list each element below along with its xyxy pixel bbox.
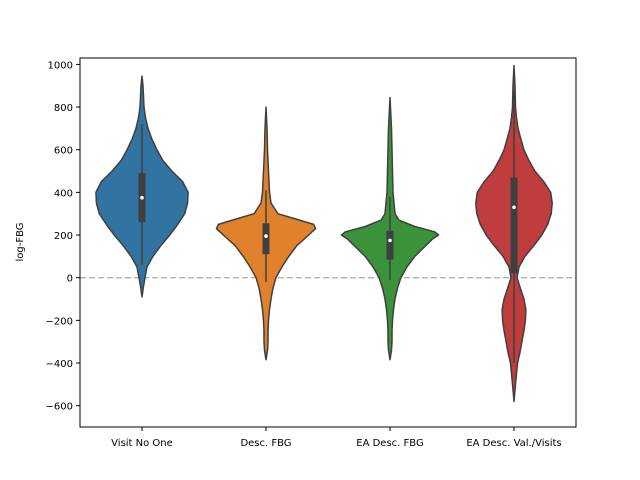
violin-group-ea-desc-val-visits [475, 64, 553, 403]
y-tick-label: 0 [67, 274, 73, 285]
violin-median-point [140, 195, 144, 200]
y-tick-label: 1000 [48, 60, 73, 71]
violin-group-visit-no-one [95, 75, 189, 298]
violin-iqr-box [262, 223, 270, 255]
y-axis-label: log-FBG [15, 222, 26, 261]
violin-median-point [264, 234, 268, 238]
violin-iqr-box [386, 230, 394, 260]
violin-iqr-box [510, 177, 518, 274]
y-tick-label: −600 [46, 402, 73, 413]
y-tick-label: 800 [54, 103, 73, 114]
violin-group-desc-fbg [215, 106, 317, 361]
y-tick-label: −400 [46, 359, 73, 370]
violin-median-point [512, 205, 516, 210]
y-tick-label: 600 [54, 146, 73, 157]
x-tick-label: Desc. FBG [240, 438, 291, 449]
x-tick-label: EA Desc. Val./Visits [466, 438, 561, 449]
plot-frame [79, 57, 577, 428]
y-tick-label: −200 [46, 316, 73, 327]
x-tick-label: EA Desc. FBG [356, 438, 423, 449]
violin-median-point [388, 238, 392, 243]
x-tick-label: Visit No One [111, 438, 173, 449]
y-tick-label: 200 [54, 231, 73, 242]
violin-group-ea-desc-fbg [340, 96, 440, 361]
y-tick-label: 400 [54, 188, 73, 199]
